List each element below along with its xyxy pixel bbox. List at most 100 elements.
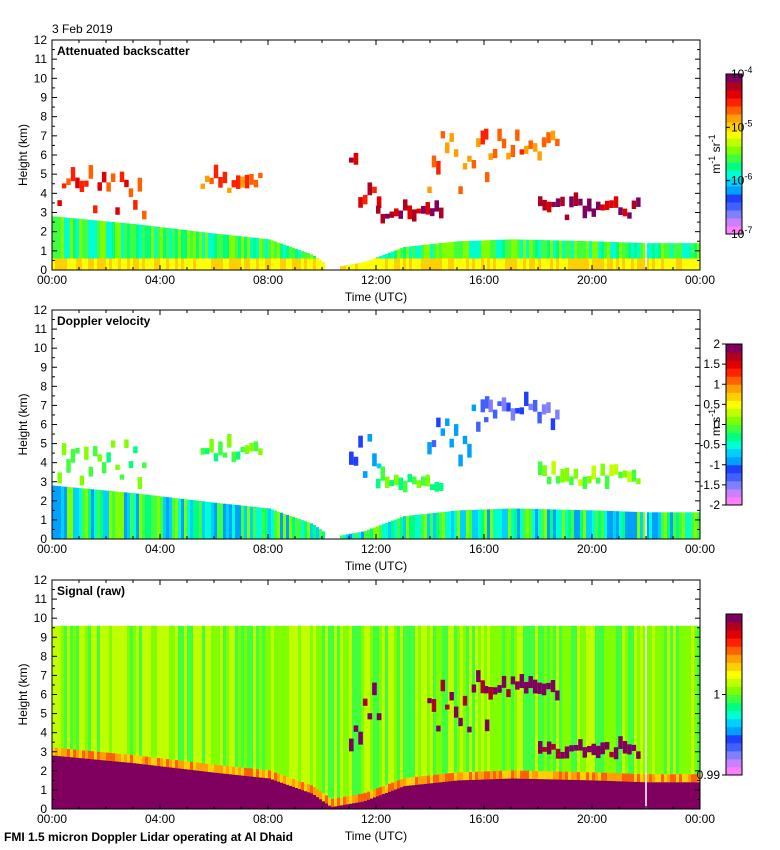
panel1-heat-cell <box>502 258 505 270</box>
panel1-heat-cell <box>688 243 691 270</box>
panel1-cloud-cell <box>235 175 241 189</box>
panel3-heat-cell <box>571 771 574 780</box>
panel1-heat-cell <box>628 242 631 270</box>
panel1-colorbar-tick-label: 10-4 <box>731 65 752 81</box>
panel1-heat-cell <box>610 258 613 270</box>
panel2-colorbar-segment <box>726 405 742 409</box>
panel2-heat-cell <box>478 509 481 539</box>
panel1-colorbar-segment <box>726 154 742 158</box>
panel1-cloud-cell <box>537 151 542 161</box>
panel1-heat-cell <box>229 258 232 270</box>
panel3-heat-cell <box>58 756 61 809</box>
panel2-cloud-cell <box>537 411 542 424</box>
panel1-x-tick-label: 16:00 <box>469 273 499 287</box>
panel2-colorbar-segment <box>726 357 742 361</box>
panel1-colorbar-segment <box>726 82 742 86</box>
panel3-heat-cell <box>397 625 400 789</box>
panel3-heat-cell <box>223 773 226 809</box>
panel3-heat-cell <box>202 763 205 772</box>
panel3-heat-cell <box>118 761 121 809</box>
panel3-heat-cell <box>412 785 415 809</box>
panel1-heat-cell <box>229 235 232 270</box>
panel1-heat-cell <box>136 224 139 270</box>
panel2-heat-cell <box>562 509 565 539</box>
panel3-y-tick-label: 10 <box>34 611 48 625</box>
panel2-heat-cell <box>670 512 673 539</box>
panel2-heat-cell <box>517 508 520 539</box>
panel3-heat-cell <box>337 625 340 806</box>
panel3-heat-cell <box>118 625 121 762</box>
panel1-heat-cell <box>592 258 595 270</box>
panel3-heat-cell <box>427 783 430 809</box>
panel2-cloud-cell <box>449 438 454 448</box>
panel3-heat-cell <box>544 771 547 780</box>
panel2-heat-cell <box>385 522 388 539</box>
panel1-colorbar-segment <box>726 124 742 128</box>
panel3-heat-cell <box>403 778 406 787</box>
panel2-heat-cell <box>64 486 67 539</box>
panel1-heat-cell <box>193 231 196 270</box>
panel2-cloud-cell <box>213 453 219 462</box>
panel2-heat-cell <box>691 512 694 539</box>
panel2-colorbar-segment <box>726 454 742 458</box>
panel3-cloud-cell <box>600 742 605 755</box>
panel3-cloud-cell <box>362 698 368 706</box>
panel3-heat-cell <box>511 625 514 779</box>
panel3-heat-cell <box>310 785 313 794</box>
panel2-heat-cell <box>583 510 586 539</box>
panel3-heat-cell <box>100 752 103 761</box>
panel1-heat-cell <box>577 240 580 270</box>
panel1-colorbar-segment <box>726 175 742 179</box>
panel3-heat-cell <box>664 625 667 783</box>
panel3-heat-cell <box>490 779 493 809</box>
panel3-colorbar-segment <box>726 726 742 730</box>
panel1-heat-cell <box>565 240 568 270</box>
panel2-y-tick-label: 2 <box>40 494 47 508</box>
panel2-heat-cell <box>244 505 247 539</box>
panel3-heat-cell <box>316 789 319 798</box>
panel2-colorbar-segment <box>726 480 742 485</box>
panel3-heat-cell <box>331 806 334 809</box>
panel1-colorbar-segment <box>726 212 742 216</box>
panel3-heat-cell <box>568 771 571 780</box>
panel1-heat-cell <box>79 258 82 270</box>
panel2-colorbar-segment <box>726 427 742 431</box>
panel2-heat-cell <box>316 527 319 539</box>
panel1-colorbar-segment <box>726 204 742 208</box>
panel2-heat-cell <box>208 502 211 539</box>
panel2-heat-cell <box>475 509 478 539</box>
panel3-heat-cell <box>652 625 655 783</box>
panel3-heat-cell <box>187 769 190 809</box>
panel1-heat-cell <box>277 242 280 270</box>
panel1-heat-cell <box>91 220 94 270</box>
panel2-heat-cell <box>601 510 604 539</box>
panel3-heat-cell <box>418 625 421 785</box>
panel2-cloud-cell <box>604 475 610 490</box>
panel2-heat-cell <box>535 509 538 539</box>
panel3-heat-cell <box>160 625 163 767</box>
panel2-heat-cell <box>424 513 427 539</box>
panel3-heat-cell <box>361 625 364 802</box>
panel2-colorbar-tick-label: -1 <box>709 458 720 472</box>
panel2-cloud-cell <box>542 465 547 477</box>
panel2-heat-cell <box>175 498 178 539</box>
panel2-cloud-cell <box>227 433 232 448</box>
panel3-heat-cell <box>577 625 580 781</box>
panel1-heat-cell <box>685 258 688 270</box>
panel1-heat-cell <box>688 258 691 270</box>
panel3-heat-cell <box>682 782 685 809</box>
panel1-heat-cell <box>418 245 421 270</box>
panel2-heat-cell <box>181 498 184 539</box>
panel3-heat-cell <box>445 625 448 782</box>
panel3-heat-cell <box>352 625 355 804</box>
panel2-colorbar-segment <box>726 435 742 439</box>
panel1-colorbar-segment <box>726 138 742 142</box>
panel1-heat-cell <box>274 241 277 270</box>
panel2-cloud-cell <box>240 447 245 453</box>
panel3-heat-cell <box>682 625 685 783</box>
panel2-heat-cell <box>82 488 85 539</box>
panel3-heat-cell <box>505 625 508 779</box>
panel3-heat-cell <box>64 625 67 757</box>
panel3-heat-cell <box>163 625 166 767</box>
panel3-heat-cell <box>184 625 187 770</box>
